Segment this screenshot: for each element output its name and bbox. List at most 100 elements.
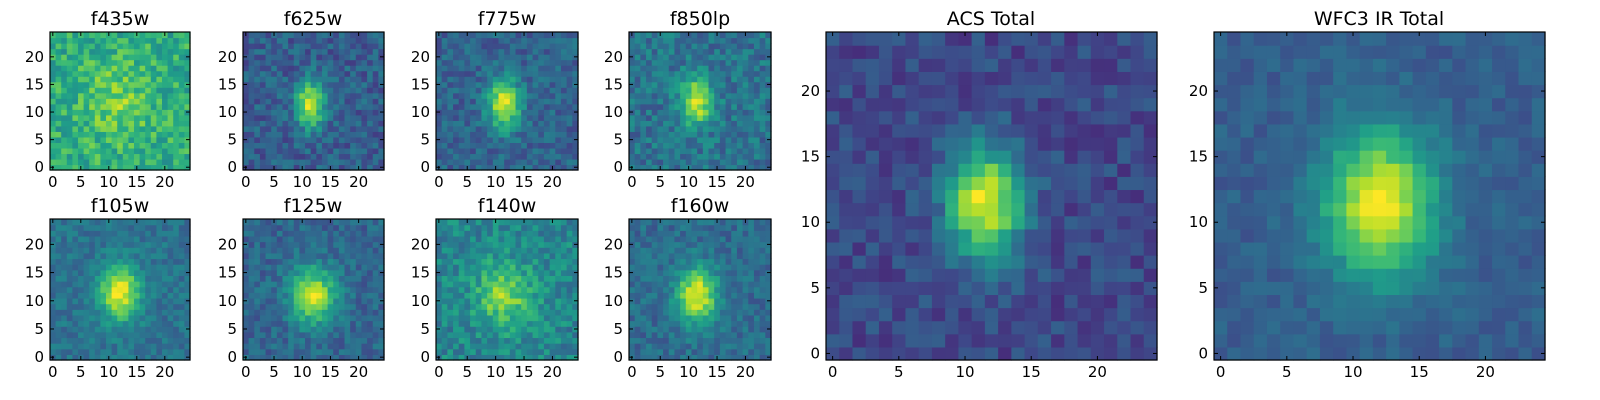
heatmap-cell bbox=[78, 348, 85, 355]
heatmap-cell bbox=[173, 337, 180, 344]
heatmap-cell bbox=[725, 275, 732, 282]
heatmap-cell bbox=[178, 164, 185, 171]
y-tick-label: 10 bbox=[218, 103, 237, 121]
heatmap-cell bbox=[708, 81, 715, 88]
heatmap-cell bbox=[555, 292, 562, 299]
heatmap-cell bbox=[572, 32, 579, 39]
heatmap-cell bbox=[128, 76, 135, 83]
heatmap-cell bbox=[464, 65, 471, 72]
heatmap-cell bbox=[83, 131, 90, 138]
heatmap-cell bbox=[509, 153, 517, 160]
heatmap-cell bbox=[714, 92, 721, 99]
heatmap-cell bbox=[549, 309, 556, 316]
heatmap-cell bbox=[759, 43, 766, 50]
heatmap-cell bbox=[504, 109, 511, 116]
heatmap-cell bbox=[691, 281, 698, 288]
heatmap-cell bbox=[549, 70, 556, 77]
heatmap-cell bbox=[338, 158, 346, 166]
heatmap-cell bbox=[492, 286, 500, 293]
heatmap-cell bbox=[441, 114, 448, 121]
heatmap-cell bbox=[89, 354, 96, 361]
heatmap-cell bbox=[367, 92, 374, 99]
heatmap-cell bbox=[271, 114, 278, 121]
heatmap-cell bbox=[759, 343, 766, 350]
heatmap-cell bbox=[674, 320, 681, 327]
heatmap-cell bbox=[66, 337, 73, 344]
heatmap-cell bbox=[282, 219, 289, 226]
heatmap-cell bbox=[111, 230, 118, 237]
heatmap-cell bbox=[66, 320, 73, 327]
heatmap-cell bbox=[651, 147, 658, 155]
heatmap-cell bbox=[498, 354, 505, 361]
heatmap-cell bbox=[697, 158, 704, 166]
heatmap-cell bbox=[367, 230, 374, 237]
heatmap-cell bbox=[248, 230, 255, 237]
heatmap-cell bbox=[66, 331, 73, 339]
heatmap-cell bbox=[145, 109, 152, 116]
heatmap-cell bbox=[178, 286, 185, 293]
heatmap-cell bbox=[680, 297, 687, 305]
heatmap-cell bbox=[441, 81, 448, 88]
heatmap-cell bbox=[492, 48, 500, 55]
heatmap-cell bbox=[481, 76, 488, 83]
heatmap-cell bbox=[162, 224, 169, 231]
heatmap-cell bbox=[532, 92, 539, 99]
heatmap-cell bbox=[731, 76, 738, 83]
heatmap-cell bbox=[350, 247, 357, 254]
heatmap-cell bbox=[697, 331, 704, 339]
heatmap-cell bbox=[111, 59, 118, 66]
heatmap-cell bbox=[248, 235, 255, 243]
heatmap-cell bbox=[173, 32, 180, 39]
heatmap-cell bbox=[646, 76, 653, 83]
heatmap-cell bbox=[668, 147, 676, 155]
heatmap-cell bbox=[265, 343, 272, 350]
heatmap-cell bbox=[299, 103, 306, 110]
heatmap-cell bbox=[731, 281, 738, 288]
heatmap-cell bbox=[72, 136, 79, 143]
heatmap-cell bbox=[470, 54, 477, 61]
heatmap-cell bbox=[299, 314, 306, 322]
heatmap-cell bbox=[167, 70, 174, 77]
heatmap-cell bbox=[549, 264, 556, 271]
heatmap-cell bbox=[668, 153, 676, 160]
heatmap-cell bbox=[288, 76, 295, 83]
heatmap-cell bbox=[453, 331, 460, 339]
heatmap-cell bbox=[464, 103, 471, 110]
heatmap-cell bbox=[458, 76, 465, 83]
heatmap-cell bbox=[753, 153, 761, 160]
heatmap-cell bbox=[458, 269, 465, 276]
heatmap-cell bbox=[572, 103, 579, 110]
heatmap-cell bbox=[173, 354, 180, 361]
heatmap-cell bbox=[736, 98, 744, 105]
heatmap-cell bbox=[344, 247, 351, 254]
heatmap-cell bbox=[150, 348, 157, 355]
heatmap-cell bbox=[674, 131, 681, 138]
heatmap-cell bbox=[145, 235, 152, 243]
heatmap-cell bbox=[55, 230, 62, 237]
heatmap-cell bbox=[276, 32, 284, 39]
heatmap-cell bbox=[753, 337, 761, 344]
heatmap-cell bbox=[521, 120, 528, 127]
heatmap-cell bbox=[305, 70, 312, 77]
y-tick-label: 10 bbox=[604, 103, 623, 121]
heatmap-cell bbox=[759, 87, 766, 94]
heatmap-cell bbox=[316, 281, 323, 288]
heatmap-cell bbox=[282, 303, 289, 310]
heatmap-cell bbox=[453, 264, 460, 271]
heatmap-cell bbox=[243, 120, 250, 127]
heatmap-cell bbox=[555, 142, 562, 149]
heatmap-cell bbox=[538, 252, 545, 260]
heatmap-cell bbox=[111, 264, 118, 271]
heatmap-cell bbox=[111, 158, 118, 166]
heatmap-cell bbox=[731, 87, 738, 94]
heatmap-cell bbox=[372, 354, 379, 361]
heatmap-cell bbox=[731, 326, 738, 333]
heatmap-cell bbox=[736, 81, 744, 88]
heatmap-cell bbox=[640, 275, 647, 282]
heatmap-cell bbox=[72, 109, 79, 116]
heatmap-cell bbox=[184, 303, 191, 310]
heatmap-cell bbox=[487, 331, 494, 339]
heatmap-cell bbox=[668, 87, 676, 94]
